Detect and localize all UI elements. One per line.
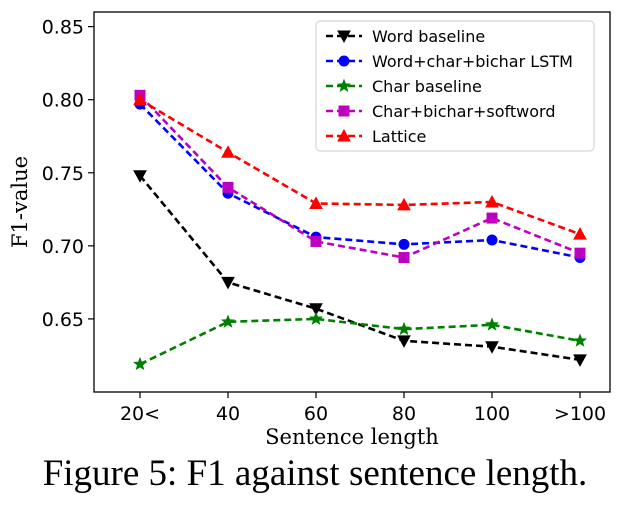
data-point xyxy=(221,276,235,290)
data-point xyxy=(396,321,412,336)
data-point xyxy=(132,356,148,371)
legend-label: Word baseline xyxy=(372,27,485,46)
legend-item: Lattice xyxy=(326,127,426,146)
data-point xyxy=(133,170,147,183)
x-axis: 20< 40 60 80 100 >100 xyxy=(120,392,606,425)
y-tick-label: 0.65 xyxy=(42,309,84,331)
legend-marker xyxy=(338,55,350,67)
legend: Word baseline Word+char+bichar LSTM Char b… xyxy=(315,20,595,152)
x-tick-label: 20< xyxy=(120,403,160,425)
legend-label: Lattice xyxy=(372,127,426,146)
data-point xyxy=(486,234,498,246)
y-tick-label: 0.75 xyxy=(42,163,84,185)
legend-label: Word+char+bichar LSTM xyxy=(372,52,573,71)
legend-marker xyxy=(337,30,351,44)
y-tick-label: 0.70 xyxy=(42,236,84,258)
x-tick-label: 100 xyxy=(474,403,510,425)
x-tick-label: >100 xyxy=(554,403,606,425)
legend-item: Word baseline xyxy=(326,27,485,46)
figure-caption: Figure 5: F1 against sentence length. xyxy=(42,453,588,494)
y-tick-label: 0.85 xyxy=(42,17,84,39)
data-point xyxy=(398,252,410,264)
legend-item: Char+bichar+softword xyxy=(326,102,556,121)
legend-item: Word+char+bichar LSTM xyxy=(326,52,573,71)
data-point xyxy=(308,311,324,325)
data-point xyxy=(485,341,499,354)
series-0 xyxy=(133,170,587,367)
legend-label: Char baseline xyxy=(372,77,482,96)
series-line xyxy=(139,103,581,259)
x-tick-label: 80 xyxy=(392,403,416,425)
data-point xyxy=(572,333,588,347)
series-4 xyxy=(133,92,587,240)
data-point xyxy=(309,303,323,316)
x-tick-label: 60 xyxy=(304,403,328,425)
legend-marker xyxy=(337,128,351,142)
legend-marker xyxy=(338,105,350,117)
data-point xyxy=(220,314,236,328)
legend-marker xyxy=(336,78,352,92)
data-point xyxy=(397,197,411,211)
x-tick-label: 40 xyxy=(216,403,240,425)
y-axis: 0.65 0.70 0.75 0.80 0.85 xyxy=(42,17,94,331)
data-point xyxy=(222,181,234,193)
data-point xyxy=(133,92,147,106)
series-line xyxy=(139,94,581,259)
data-point xyxy=(397,335,411,348)
legend-label: Char+bichar+softword xyxy=(372,102,556,121)
data-point xyxy=(309,196,323,209)
data-point xyxy=(486,212,498,224)
series-group xyxy=(132,89,588,371)
x-axis-title: Sentence length xyxy=(265,425,439,449)
legend-item: Char baseline xyxy=(326,77,482,96)
series-line xyxy=(138,174,581,362)
series-line xyxy=(139,98,581,236)
data-point xyxy=(574,247,586,259)
y-tick-label: 0.80 xyxy=(42,90,84,112)
data-point xyxy=(573,354,587,367)
y-axis-title: F1-value xyxy=(8,156,32,248)
series-line xyxy=(139,317,581,366)
data-point xyxy=(398,238,410,250)
data-point xyxy=(221,145,235,158)
data-point xyxy=(310,235,322,247)
series-2 xyxy=(132,311,588,371)
legend-box xyxy=(315,20,595,152)
data-point xyxy=(485,194,499,208)
data-point xyxy=(484,317,500,331)
plot-area xyxy=(93,11,611,393)
data-point xyxy=(573,227,587,240)
